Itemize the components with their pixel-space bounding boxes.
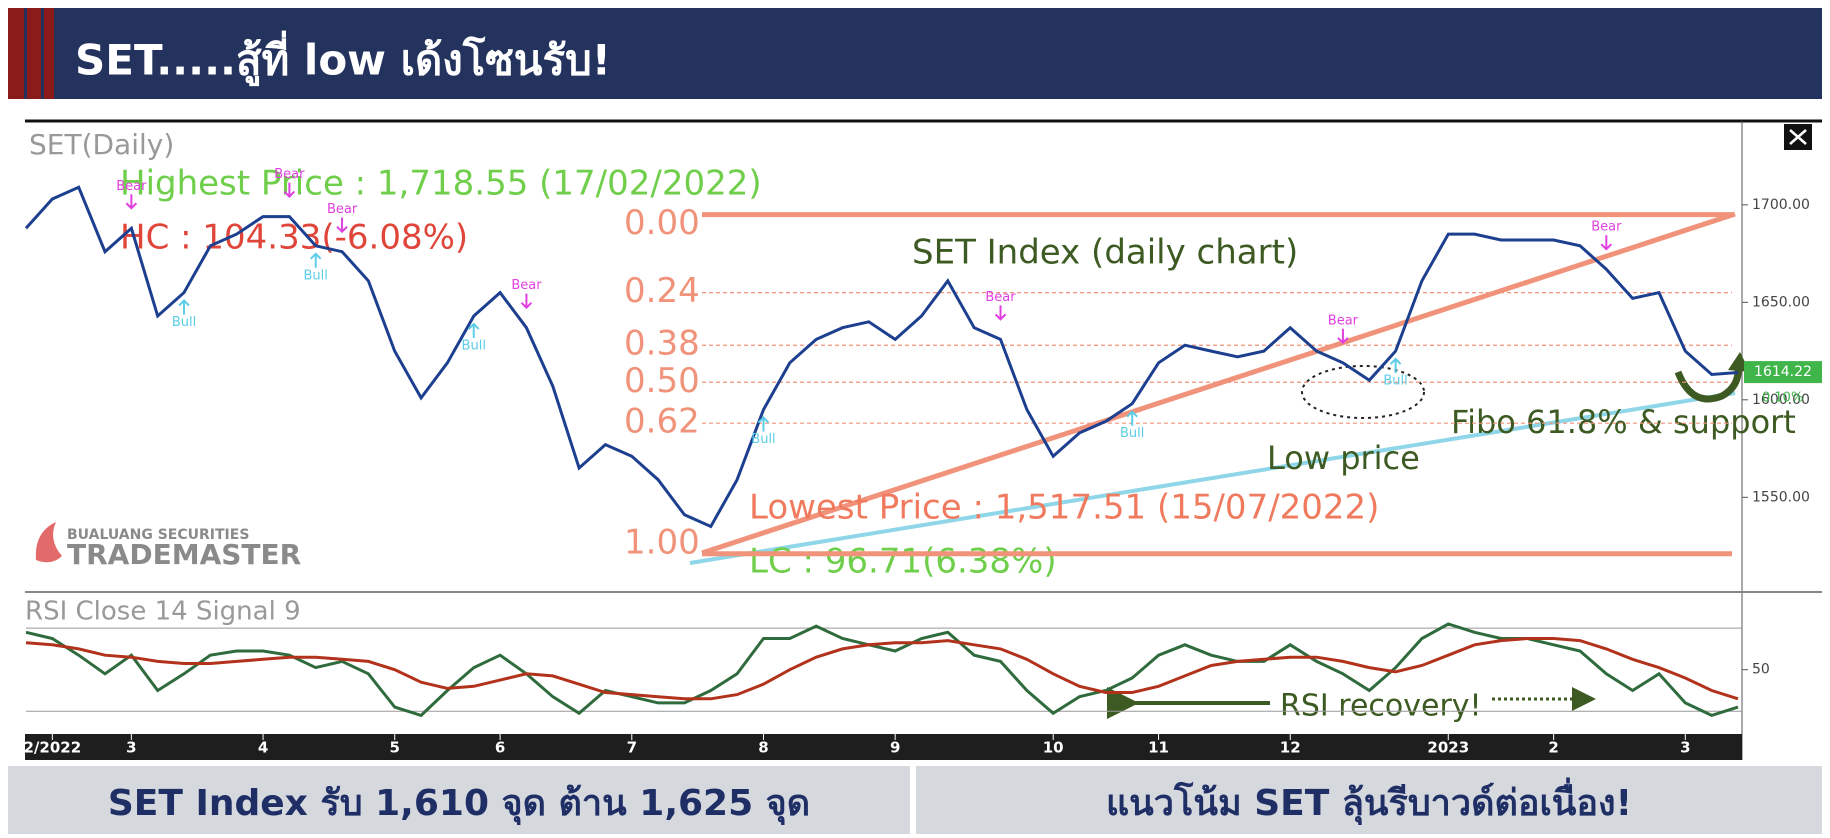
close-icon [1789, 129, 1807, 145]
annotation: Fibo 61.8% & support [1451, 403, 1796, 441]
signal-label: Bear [327, 202, 358, 217]
chart-title: RSI Close 14 Signal 9 [25, 597, 301, 627]
logo-product: TRADEMASTER [67, 538, 301, 571]
x-tick-label: 3 [1680, 739, 1690, 757]
fibo-label: 1.00 [624, 522, 700, 562]
x-tick-label: 4 [258, 739, 268, 757]
x-tick-label: 11 [1148, 739, 1169, 757]
signal-label: Bull [751, 432, 775, 447]
signal-arrow [178, 299, 190, 315]
signal-arrow [1600, 235, 1613, 251]
panel [25, 120, 1822, 588]
y-tick-label: 50 [1752, 662, 1770, 678]
logo-mark [35, 522, 62, 563]
y-tick-label: 1600.00 [1752, 392, 1810, 408]
low-ellipse [1301, 365, 1425, 419]
last-price-label: 1614.22 [1754, 364, 1812, 380]
trend-line [701, 211, 1736, 556]
signal-arrow [1389, 357, 1402, 374]
x-tick-label: 2 [1548, 739, 1558, 757]
signal-label: Bull [304, 268, 328, 283]
annotation: Low price [1267, 439, 1420, 477]
y-tick-label: 1550.00 [1752, 489, 1810, 505]
annotation: Highest Price : 1,718.55 (17/02/2022) [120, 164, 762, 204]
chart-title: SET(Daily) [29, 128, 174, 161]
x-tick-label: 6 [495, 739, 505, 757]
annotation: LC : 96.71(6.38%) [749, 542, 1057, 582]
header-strip [8, 8, 24, 99]
signal-label: Bull [462, 338, 486, 353]
fibo-label: 0.24 [624, 271, 700, 311]
signal-arrow [336, 217, 348, 234]
signal-label: Bear [511, 278, 542, 293]
signal-label: Bear [274, 167, 305, 182]
signal-arrow [1126, 410, 1138, 426]
fibo-label: 0.62 [624, 402, 700, 442]
price-chart: SET(Daily) Highest Price : 1,718.55 (17/… [24, 119, 1822, 760]
footer-text: SET Index รับ 1,610 จุด ต้าน 1,625 จุด [108, 783, 810, 826]
series-line [25, 637, 1739, 701]
fibo-label: 0.50 [624, 361, 700, 401]
fibo-label: 0.38 [624, 324, 700, 364]
annotation: HC : 104.33(-6.08%) [120, 218, 468, 258]
series-line [25, 622, 1739, 718]
annotation: SET Index (daily chart) [912, 233, 1298, 273]
support-line [689, 391, 1736, 565]
signal-label: Bear [1328, 313, 1359, 328]
rebound-arrow [1674, 365, 1742, 403]
x-tick-label: 8 [758, 739, 768, 757]
y-tick-label: 1700.00 [1752, 197, 1810, 213]
x-tick-label: 3 [126, 739, 136, 757]
footer-box [8, 766, 910, 834]
y-tick-label: 1650.00 [1752, 294, 1810, 310]
signal-arrow [283, 182, 296, 198]
signal-label: Bull [1383, 374, 1407, 389]
x-tick-label: 12 [1280, 739, 1301, 757]
signal-arrow [125, 194, 138, 210]
header-title: SET.....สู้ที่ low เด้งโซนรับ! [75, 31, 611, 87]
header-strip [44, 8, 54, 99]
rsi-chart: RSI Close 14 Signal 9 RSI recovery! 50 [25, 591, 1822, 724]
annotation: Lowest Price : 1,517.51 (15/07/2022) [749, 488, 1379, 528]
footer-box [916, 766, 1822, 834]
logo-company: BUALUANG SECURITIES [67, 527, 249, 543]
signal-arrow [468, 322, 480, 338]
x-tick-label: 10 [1043, 739, 1064, 757]
x-tick-label: 5 [390, 739, 400, 757]
x-tick-label: 2023 [1427, 739, 1469, 757]
header-strip [27, 8, 41, 99]
signal-label: Bull [1120, 426, 1144, 441]
header-bar [8, 8, 1822, 99]
x-tick-label: 7 [627, 739, 637, 757]
fibo-label: 0.00 [624, 203, 700, 243]
signal-label: Bull [172, 315, 196, 330]
signal-arrow [1337, 328, 1349, 345]
signal-label: Bear [116, 179, 147, 194]
x-axis-strip [25, 734, 1742, 760]
signal-arrow [310, 252, 322, 268]
signal-label: Bear [1591, 220, 1622, 235]
signal-arrow [520, 293, 533, 310]
x-tick-label: 2/2022 [24, 739, 82, 757]
change-label: 0.10% [1762, 391, 1803, 406]
series-line [24, 185, 1739, 529]
annotation: RSI recovery! [1280, 689, 1482, 724]
x-tick-label: 9 [890, 739, 900, 757]
footer-text: แนวโน้ม SET ลุ้นรีบาวด์ต่อเนื่อง! [1106, 777, 1632, 826]
last-price-tag [1744, 361, 1822, 384]
signal-label: Bear [985, 290, 1016, 305]
signal-arrow [757, 416, 770, 432]
signal-arrow [994, 305, 1007, 321]
